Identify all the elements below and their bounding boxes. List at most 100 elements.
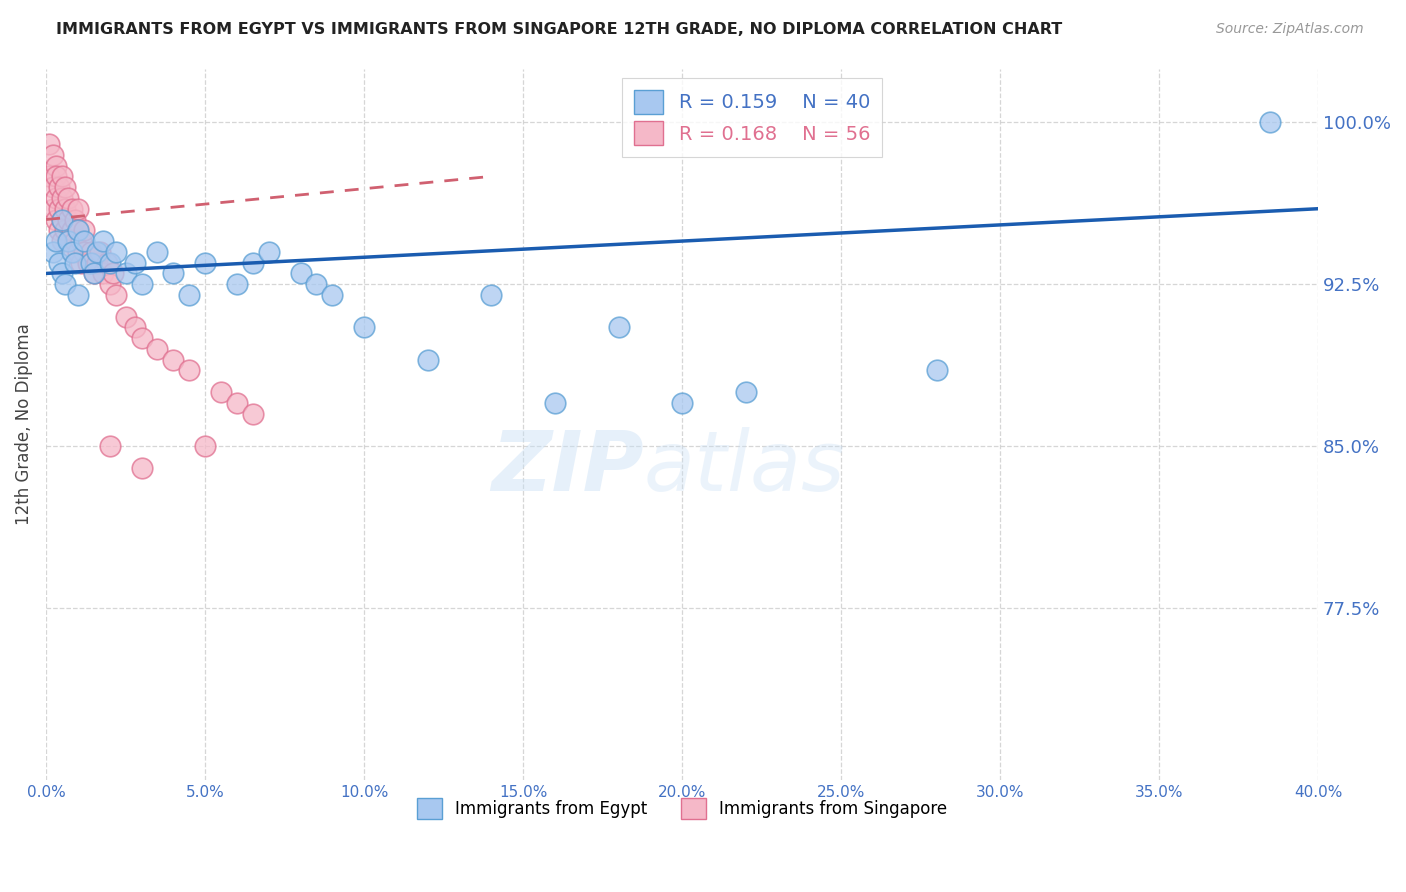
Point [70, 234, 93, 248]
Point [194, 255, 217, 269]
Point [73, 223, 96, 237]
Point [131, 277, 153, 292]
Point [76, 255, 98, 269]
Point [80, 244, 103, 259]
Point [60, 202, 83, 216]
Point [58, 234, 80, 248]
Point [226, 277, 249, 292]
Point [242, 407, 264, 421]
Point [83, 267, 105, 281]
Point [48, 180, 70, 194]
Point [60, 244, 83, 259]
Point [89, 244, 111, 259]
Point [105, 288, 128, 302]
Point [114, 267, 136, 281]
Point [607, 320, 630, 334]
Point [544, 396, 567, 410]
Point [146, 244, 169, 259]
Point [51, 267, 73, 281]
Point [131, 460, 153, 475]
Point [45, 212, 67, 227]
Point [305, 277, 328, 292]
Point [353, 320, 375, 334]
Point [41, 148, 63, 162]
Point [45, 169, 67, 184]
Point [58, 212, 80, 227]
Point [194, 439, 217, 453]
Point [51, 212, 73, 227]
Point [63, 212, 86, 227]
Point [105, 244, 128, 259]
Point [38, 169, 60, 184]
Point [162, 352, 184, 367]
Point [63, 255, 86, 269]
Point [114, 310, 136, 324]
Point [41, 180, 63, 194]
Point [80, 255, 103, 269]
Point [86, 244, 108, 259]
Point [60, 244, 83, 259]
Point [53, 277, 76, 292]
Point [51, 234, 73, 248]
Point [321, 288, 343, 302]
Point [734, 385, 756, 400]
Point [242, 255, 264, 269]
Point [671, 396, 693, 410]
Point [53, 180, 76, 194]
Point [60, 223, 83, 237]
Point [98, 439, 121, 453]
Point [98, 255, 121, 269]
Point [98, 277, 121, 292]
Point [83, 267, 105, 281]
Point [48, 202, 70, 216]
Point [70, 255, 93, 269]
Point [41, 244, 63, 259]
Point [290, 267, 312, 281]
Point [66, 202, 89, 216]
Point [66, 223, 89, 237]
Point [131, 331, 153, 345]
Point [45, 159, 67, 173]
Point [96, 255, 118, 269]
Point [48, 223, 70, 237]
Point [41, 202, 63, 216]
Point [51, 169, 73, 184]
Point [179, 288, 201, 302]
Legend: Immigrants from Egypt, Immigrants from Singapore: Immigrants from Egypt, Immigrants from S… [411, 792, 955, 825]
Point [48, 255, 70, 269]
Point [93, 234, 115, 248]
Point [1260, 115, 1282, 129]
Point [925, 363, 948, 377]
Point [63, 234, 86, 248]
Point [73, 244, 96, 259]
Point [416, 352, 439, 367]
Point [51, 191, 73, 205]
Point [53, 223, 76, 237]
Point [179, 363, 201, 377]
Point [146, 342, 169, 356]
Point [53, 202, 76, 216]
Point [45, 191, 67, 205]
Point [479, 288, 502, 302]
Point [73, 234, 96, 248]
Point [66, 288, 89, 302]
Point [257, 244, 280, 259]
Point [58, 191, 80, 205]
Point [86, 255, 108, 269]
Text: Source: ZipAtlas.com: Source: ZipAtlas.com [1216, 22, 1364, 37]
Point [101, 267, 124, 281]
Point [93, 267, 115, 281]
Point [58, 234, 80, 248]
Point [66, 244, 89, 259]
Text: atlas: atlas [644, 426, 845, 508]
Point [162, 267, 184, 281]
Point [124, 320, 146, 334]
Point [45, 234, 67, 248]
Point [38, 136, 60, 151]
Point [226, 396, 249, 410]
Text: IMMIGRANTS FROM EGYPT VS IMMIGRANTS FROM SINGAPORE 12TH GRADE, NO DIPLOMA CORREL: IMMIGRANTS FROM EGYPT VS IMMIGRANTS FROM… [56, 22, 1063, 37]
Point [51, 212, 73, 227]
Text: ZIP: ZIP [491, 426, 644, 508]
Point [209, 385, 232, 400]
Y-axis label: 12th Grade, No Diploma: 12th Grade, No Diploma [15, 324, 32, 525]
